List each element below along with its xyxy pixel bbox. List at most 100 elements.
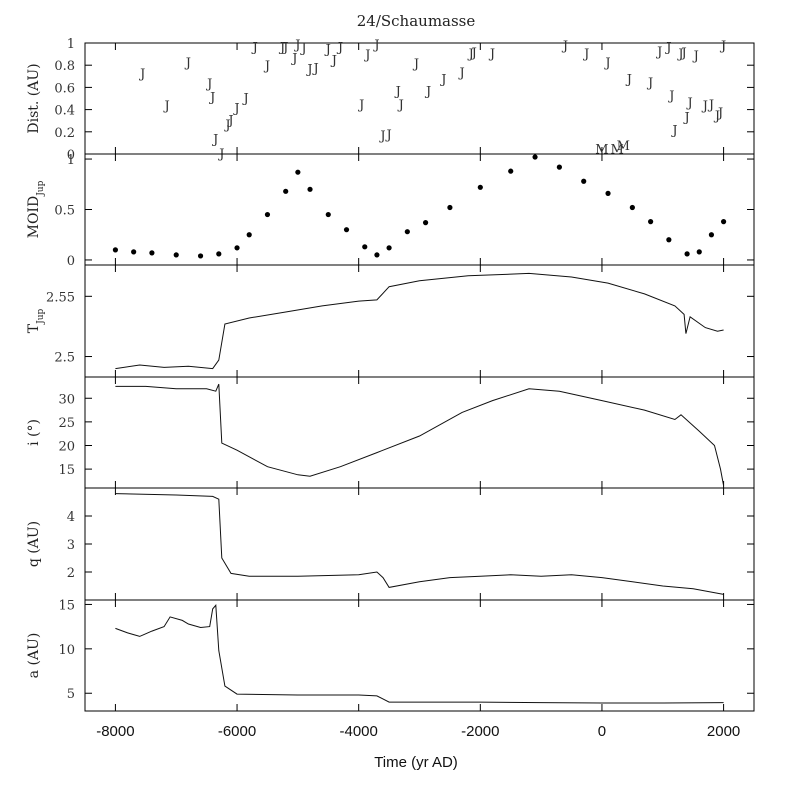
ytick-label-q-1: 3 [67, 538, 75, 553]
ytick-label-dist-3: 0.6 [54, 81, 75, 96]
encounter-marker-23: J [357, 98, 364, 113]
moid-point-16 [386, 245, 392, 251]
xtick-label-1: -6000 [218, 723, 256, 740]
ytick-label-q-2: 4 [67, 510, 75, 525]
encounter-marker-44: J [646, 76, 653, 91]
panel-frame-tjup [84, 264, 755, 378]
encounter-marker-22: J [336, 40, 343, 55]
encounter-marker-55: J [707, 98, 714, 113]
ylabel-q: q (AU) [26, 521, 42, 567]
encounter-marker-13: J [278, 40, 285, 55]
series-line-q [115, 493, 724, 595]
encounter-marker-57: J [716, 106, 723, 121]
series-line-a [115, 604, 724, 704]
moid-point-17 [404, 229, 410, 235]
ytick-label-dist-4: 0.8 [54, 59, 75, 74]
encounter-marker-32: J [439, 73, 446, 88]
encounter-marker-24: J [363, 48, 370, 63]
encounter-marker-10: J [242, 91, 249, 106]
panel-incl: 15 20 25 30 i (°) [26, 376, 755, 489]
encounter-marker-29: J [397, 98, 404, 113]
encounter-marker-54: J [701, 99, 708, 114]
ytick-label-tjup-0: 2.5 [54, 351, 75, 366]
encounter-marker-0: J [138, 67, 145, 82]
encounter-marker-38: J [582, 47, 589, 62]
ytick-label-a-2: 15 [58, 598, 75, 613]
ylabel-moid: MOIDJup [26, 180, 46, 238]
encounter-marker-14: J [281, 40, 288, 55]
moid-point-5 [216, 251, 222, 257]
moid-point-31 [708, 232, 715, 238]
encounter-marker-50: J [679, 46, 686, 61]
encounter-marker-19: J [311, 61, 318, 76]
moid-point-22 [532, 154, 538, 160]
moid-point-29 [684, 251, 690, 257]
encounter-marker-9: J [232, 101, 239, 116]
moid-point-28 [666, 237, 672, 243]
panel-moid: 0 0.5 1 MOIDJup [26, 153, 755, 269]
encounter-marker-17: J [299, 41, 306, 56]
ylabel-incl: i (°) [26, 419, 42, 446]
encounter-marker-5: J [211, 132, 218, 147]
ylabel-a: a (AU) [26, 633, 42, 679]
ytick-label-incl-1: 20 [58, 439, 75, 454]
encounter-marker-46: J [664, 40, 671, 55]
panel-q: 2 3 4 q (AU) [26, 487, 755, 601]
moid-point-25 [605, 190, 611, 196]
ytick-label-tjup-1: 2.55 [46, 290, 75, 305]
encounter-marker-21: J [330, 54, 337, 69]
moid-point-6 [234, 245, 240, 251]
xtick-label-3: -2000 [461, 723, 499, 740]
ytick-label-dist-0: 0 [67, 148, 75, 163]
moid-point-11 [307, 186, 313, 192]
moid-point-13 [343, 227, 350, 233]
encounter-marker-25: J [372, 38, 379, 53]
moid-point-2 [149, 250, 155, 256]
ytick-label-dist-2: 0.4 [54, 104, 75, 119]
xtick-label-2: -4000 [339, 723, 377, 740]
encounter-marker-47: J [667, 89, 674, 104]
moid-point-9 [283, 188, 289, 194]
encounter-marker-26: J [378, 129, 385, 144]
ytick-label-a-1: 10 [58, 643, 75, 658]
moid-point-32 [720, 219, 727, 225]
encounter-marker-53: J [692, 49, 699, 64]
encounter-marker-52: J [686, 96, 693, 111]
encounter-marker-1: J [162, 99, 169, 114]
encounter-marker-18: J [305, 63, 312, 78]
encounter-marker-36: J [488, 47, 495, 62]
encounter-marker-34: J [467, 47, 474, 62]
ytick-label-dist-1: 0.2 [54, 126, 75, 141]
moid-point-15 [374, 252, 380, 258]
ylabel-dist: Dist. (AU) [26, 63, 42, 133]
encounter-marker-27: J [384, 128, 391, 143]
ylabel-sub-tjup: Jup [36, 309, 46, 325]
moid-point-3 [173, 252, 179, 258]
series-line-incl [115, 383, 725, 486]
panel-frame-a [84, 599, 755, 712]
encounter-marker-28: J [394, 85, 401, 100]
ytick-label-incl-0: 15 [58, 463, 75, 478]
encounter-marker-51: J [682, 110, 689, 125]
moid-point-7 [246, 232, 252, 238]
encounter-marker-49: J [676, 47, 683, 62]
x-axis-label: Time (yr AD) [374, 754, 458, 771]
moid-point-8 [264, 211, 271, 218]
encounter-marker-37: J [561, 39, 568, 54]
encounter-marker-40: J [603, 56, 610, 71]
xtick-label-4: 0 [598, 723, 606, 740]
encounter-marker-3: J [205, 77, 212, 92]
encounter-marker-31: J [424, 85, 431, 100]
xtick-label-5: 2000 [707, 723, 740, 740]
panel-frame-incl [84, 376, 755, 489]
encounter-marker-42: M [617, 139, 630, 154]
encounter-marker-4: J [208, 90, 215, 105]
encounter-marker-12: J [263, 59, 270, 74]
encounter-marker-15: J [290, 51, 297, 66]
moid-point-14 [362, 244, 368, 250]
encounter-marker-30: J [412, 57, 419, 72]
moid-point-10 [295, 169, 301, 175]
